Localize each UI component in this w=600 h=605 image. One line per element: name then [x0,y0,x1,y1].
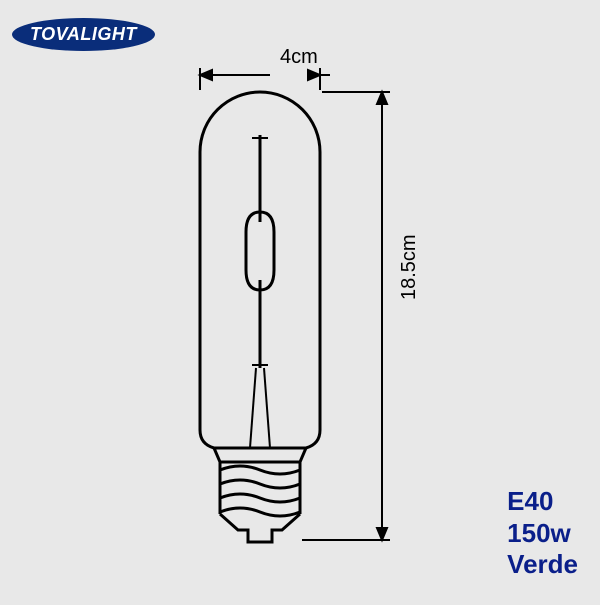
screw-base [220,462,300,542]
spec-color: Verde [507,549,578,580]
width-label: 4cm [280,46,318,69]
arc-tube [246,212,274,290]
spec-power: 150w [507,518,578,549]
height-dimension [302,92,390,540]
width-dimension [200,68,330,90]
base-collar [214,448,306,462]
lead-wire-left [250,368,256,448]
bulb-bottom [200,430,320,448]
height-label: 18.5cm [398,234,421,300]
specs-block: E40 150w Verde [507,486,578,580]
lead-wire-right [264,368,270,448]
spec-base: E40 [507,486,578,517]
